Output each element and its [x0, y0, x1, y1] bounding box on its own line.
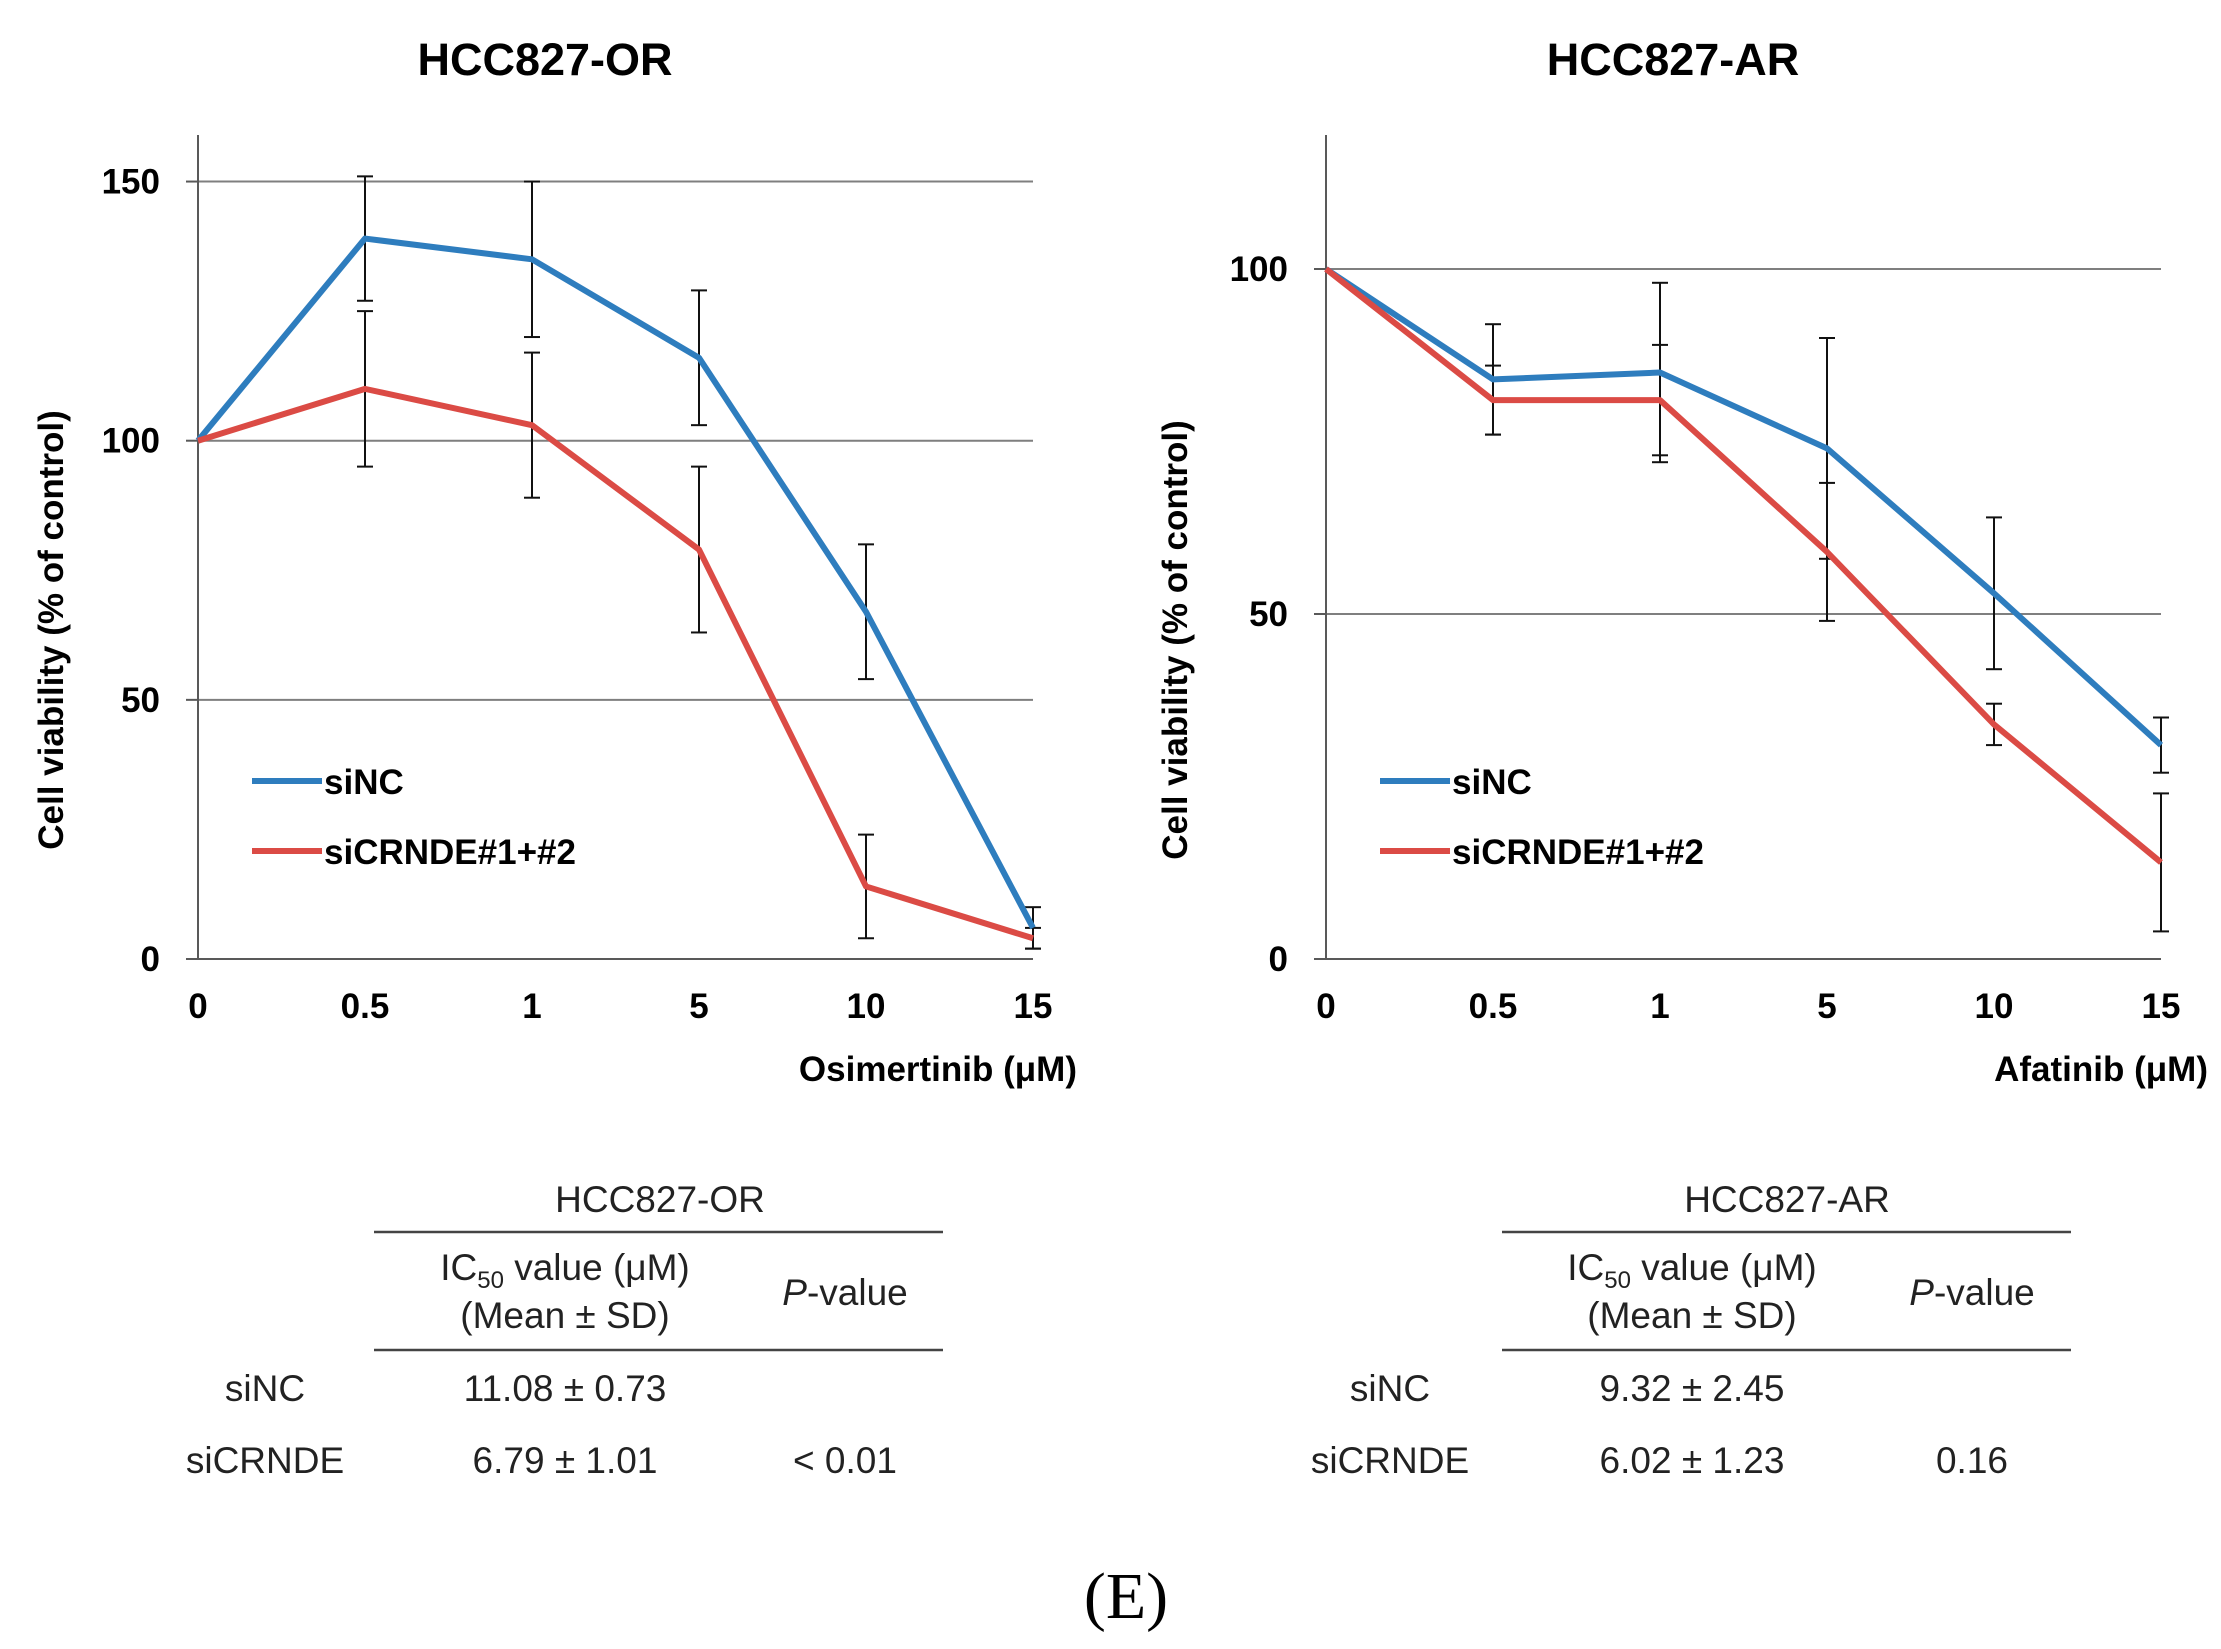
x-tick-label: 10 — [1975, 987, 2014, 1026]
col-header-ic50-line2: (Mean ± SD) — [1587, 1295, 1796, 1336]
cell-ic50-sicrnde: 6.02 ± 1.23 — [1600, 1440, 1785, 1481]
chart-title: HCC827-OR — [417, 34, 672, 85]
legend: siNC siCRNDE#1+#2 — [252, 763, 576, 872]
x-tick-label: 1 — [522, 987, 541, 1026]
ic50-table-hcc827-ar: HCC827-AR IC50 value (μM) (Mean ± SD) P-… — [1311, 1179, 2071, 1481]
cell-ic50-sicrnde: 6.79 ± 1.01 — [473, 1440, 658, 1481]
x-axis-label: Afatinib (μM) — [1994, 1050, 2208, 1089]
series-lines — [195, 235, 1036, 942]
cell-p-sicrnde: 0.16 — [1936, 1440, 2008, 1481]
col-header-p-value: P-value — [782, 1272, 907, 1313]
y-tick-label: 100 — [1230, 250, 1288, 289]
gridlines — [1314, 268, 2161, 960]
chart-title: HCC827-AR — [1547, 34, 1800, 85]
cell-ic50-sinc: 9.32 ± 2.45 — [1600, 1368, 1785, 1409]
x-tick-label: 0 — [1316, 987, 1335, 1026]
table-title: HCC827-AR — [1684, 1179, 1890, 1220]
legend: siNC siCRNDE#1+#2 — [1380, 763, 1704, 872]
series-line-sinc — [1324, 266, 2164, 748]
row-label-sicrnde: siCRNDE — [186, 1440, 344, 1481]
y-axis-label: Cell viability (% of control) — [32, 410, 71, 849]
series-line-sicrnde — [197, 385, 1034, 942]
x-tick-label: 15 — [1014, 987, 1053, 1026]
legend-label-sinc: siNC — [1452, 763, 1532, 802]
x-tick-label: 5 — [1817, 987, 1836, 1026]
row-label-sinc: siNC — [225, 1368, 305, 1409]
y-tick-label: 0 — [1269, 940, 1288, 979]
x-tick-label: 1 — [1650, 987, 1669, 1026]
row-label-sinc: siNC — [1350, 1368, 1430, 1409]
series-line-sicrnde — [1324, 266, 2163, 865]
legend-label-sicrnde: siCRNDE#1+#2 — [324, 833, 576, 872]
y-tick-label: 100 — [102, 422, 160, 461]
y-tick-label: 150 — [102, 163, 160, 202]
x-tick-label: 0.5 — [1469, 987, 1518, 1026]
panel-label: (E) — [1084, 1560, 1168, 1633]
x-tick-label: 5 — [689, 987, 708, 1026]
legend-label-sicrnde: siCRNDE#1+#2 — [1452, 833, 1704, 872]
x-tick-label: 0.5 — [341, 987, 390, 1026]
col-header-ic50-line2: (Mean ± SD) — [460, 1295, 669, 1336]
col-header-ic50-line1: IC50 value (μM) — [1567, 1247, 1817, 1294]
x-tick-labels: 0 0.5 1 5 10 15 — [1316, 987, 2180, 1026]
x-tick-label: 0 — [188, 987, 207, 1026]
y-tick-labels: 0 50 100 — [1230, 250, 1288, 979]
col-header-p-value: P-value — [1909, 1272, 2034, 1313]
col-header-ic50-line1: IC50 value (μM) — [440, 1247, 690, 1294]
legend-label-sinc: siNC — [324, 763, 404, 802]
y-tick-labels: 0 50 100 150 — [102, 163, 160, 979]
series-line-sinc — [195, 235, 1036, 930]
gridlines — [186, 180, 1033, 960]
x-tick-labels: 0 0.5 1 5 10 15 — [188, 987, 1052, 1026]
y-tick-label: 50 — [1249, 595, 1288, 634]
x-axis-label: Osimertinib (μM) — [799, 1050, 1077, 1089]
x-tick-label: 10 — [847, 987, 886, 1026]
y-tick-label: 50 — [121, 681, 160, 720]
ic50-table-hcc827-or: HCC827-OR IC50 value (μM) (Mean ± SD) P-… — [186, 1179, 943, 1481]
y-tick-label: 0 — [141, 940, 160, 979]
cell-p-sicrnde: < 0.01 — [793, 1440, 897, 1481]
y-axis-label: Cell viability (% of control) — [1156, 420, 1195, 859]
row-label-sicrnde: siCRNDE — [1311, 1440, 1469, 1481]
table-title: HCC827-OR — [555, 1179, 765, 1220]
series-lines — [1324, 266, 2164, 865]
cell-ic50-sinc: 11.08 ± 0.73 — [464, 1368, 667, 1409]
x-tick-label: 15 — [2142, 987, 2181, 1026]
